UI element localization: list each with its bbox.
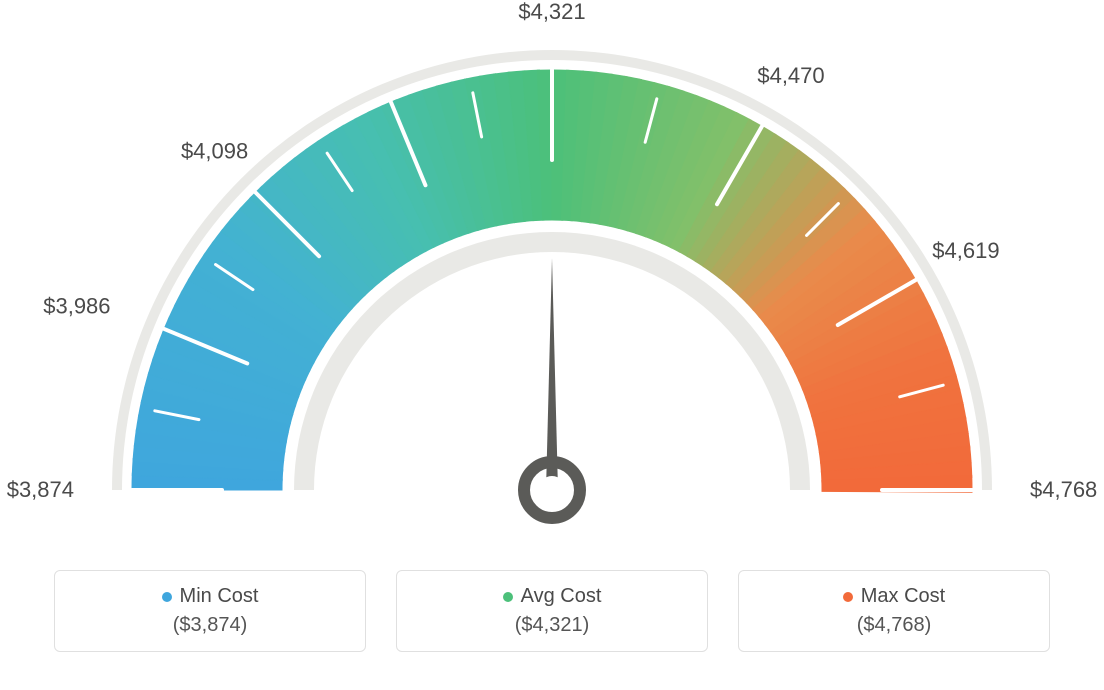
legend-max-box: Max Cost ($4,768) bbox=[738, 570, 1050, 652]
legend-max-label-text: Max Cost bbox=[861, 585, 945, 608]
svg-text:$4,768: $4,768 bbox=[1030, 477, 1097, 502]
legend-max-label: Max Cost bbox=[843, 585, 945, 608]
avg-dot-icon bbox=[503, 592, 513, 602]
legend-max-value: ($4,768) bbox=[739, 614, 1049, 637]
svg-text:$4,321: $4,321 bbox=[518, 0, 585, 24]
legend-min-box: Min Cost ($3,874) bbox=[54, 570, 366, 652]
svg-text:$3,986: $3,986 bbox=[43, 294, 110, 319]
cost-gauge-chart: $3,874 $3,986 $4,098 $4,321 $4,470 $4,619 $4,7… bbox=[0, 0, 1104, 560]
legend-avg-box: Avg Cost ($4,321) bbox=[396, 570, 708, 652]
legend-min-label: Min Cost bbox=[162, 585, 259, 608]
legend-avg-label-text: Avg Cost bbox=[521, 585, 602, 608]
svg-text:$3,874: $3,874 bbox=[7, 477, 74, 502]
legend-avg-label: Avg Cost bbox=[503, 585, 602, 608]
svg-text:$4,470: $4,470 bbox=[757, 63, 824, 88]
svg-text:$4,619: $4,619 bbox=[932, 238, 999, 263]
legend-min-label-text: Min Cost bbox=[180, 585, 259, 608]
gauge-svg: $3,874 $3,986 $4,098 $4,321 $4,470 $4,619 $4,7… bbox=[0, 0, 1104, 560]
legend-row: Min Cost ($3,874) Avg Cost ($4,321) Max … bbox=[0, 570, 1104, 652]
max-dot-icon bbox=[843, 592, 853, 602]
min-dot-icon bbox=[162, 592, 172, 602]
svg-text:$4,098: $4,098 bbox=[181, 138, 248, 163]
legend-avg-value: ($4,321) bbox=[397, 614, 707, 637]
legend-min-value: ($3,874) bbox=[55, 614, 365, 637]
